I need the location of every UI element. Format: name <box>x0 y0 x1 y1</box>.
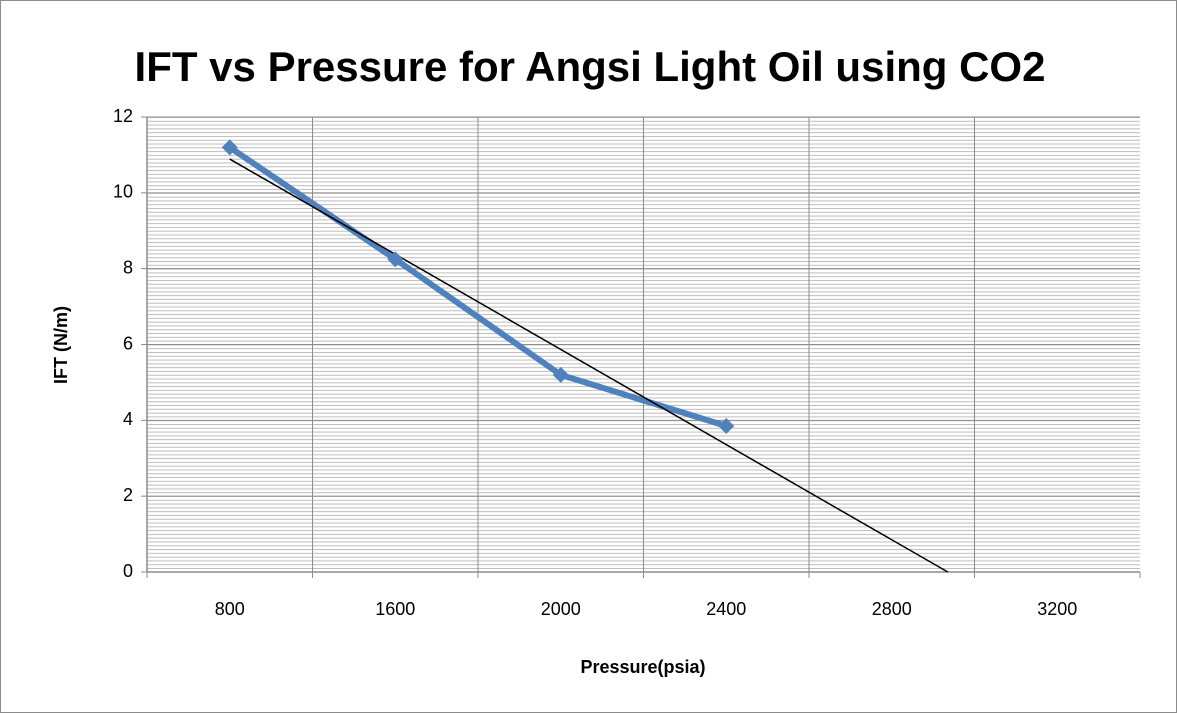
series-line <box>228 144 728 429</box>
x-tick-label: 1600 <box>375 599 415 619</box>
x-tick-label: 3200 <box>1037 599 1077 619</box>
marker <box>387 251 404 268</box>
x-tick-label: 800 <box>215 599 245 619</box>
x-tick-label: 2800 <box>872 599 912 619</box>
marker <box>552 366 569 383</box>
marker <box>718 418 735 435</box>
y-tick-label: 12 <box>113 106 133 126</box>
y-tick-label: 4 <box>123 409 133 429</box>
x-axis-label: Pressure(psia) <box>580 657 705 677</box>
marker <box>221 139 238 156</box>
y-tick-label: 6 <box>123 333 133 353</box>
chart-title: IFT vs Pressure for Angsi Light Oil usin… <box>135 43 1046 90</box>
x-tick-label: 2400 <box>706 599 746 619</box>
y-axis-label: IFT (N/m) <box>51 306 71 384</box>
x-tick-label: 2000 <box>541 599 581 619</box>
y-tick-label: 10 <box>113 182 133 202</box>
y-tick-label: 0 <box>123 561 133 581</box>
y-tick-label: 8 <box>123 257 133 277</box>
trendline <box>229 158 949 573</box>
y-tick-label: 2 <box>123 485 133 505</box>
